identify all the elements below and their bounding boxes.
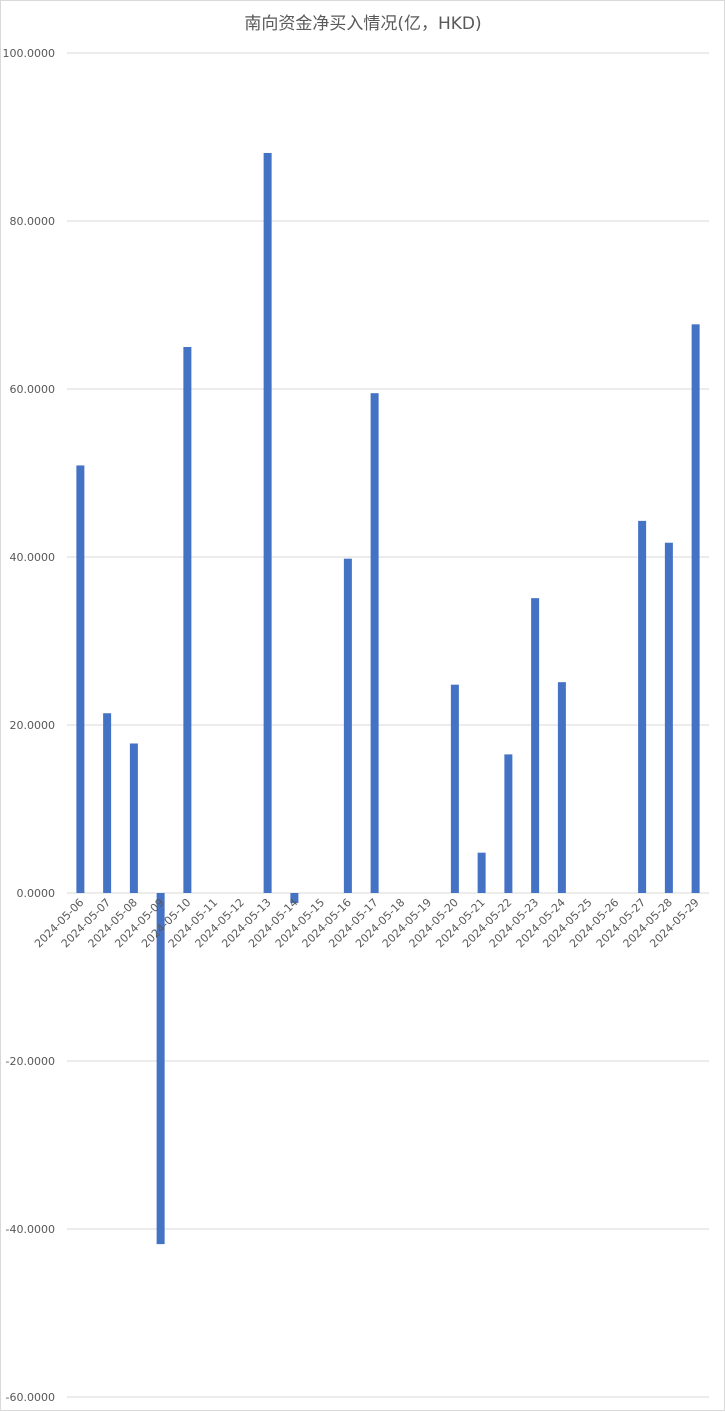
y-tick-label: -40.0000 xyxy=(6,1223,55,1236)
y-tick-label: 40.0000 xyxy=(10,551,56,564)
bar-2024-05-22 xyxy=(504,754,513,893)
y-tick-label: 0.0000 xyxy=(17,887,56,900)
bars xyxy=(76,152,700,1245)
y-axis-tick-labels: 100.0000 80.0000 60.0000 40.0000 20.0000 0.00… xyxy=(3,47,56,1404)
bar-2024-05-16 xyxy=(343,558,352,893)
bar-2024-05-17 xyxy=(370,393,379,893)
chart-title: 南向资金净买入情况(亿，HKD) xyxy=(244,14,481,34)
bar-2024-05-07 xyxy=(103,713,112,893)
bar-2024-05-08 xyxy=(129,743,138,893)
bar-2024-05-09 xyxy=(156,893,165,1245)
y-tick-label: -60.0000 xyxy=(6,1391,55,1404)
y-tick-label: 100.0000 xyxy=(3,47,56,60)
y-tick-label: 80.0000 xyxy=(10,215,56,228)
y-tick-label: -20.0000 xyxy=(6,1055,55,1068)
y-tick-label: 20.0000 xyxy=(10,719,56,732)
bar-2024-05-10 xyxy=(183,347,192,893)
bar-2024-05-14 xyxy=(290,893,299,904)
bar-2024-05-20 xyxy=(450,684,459,893)
bar-2024-05-23 xyxy=(531,598,540,893)
bar-2024-05-27 xyxy=(638,520,647,893)
bar-2024-05-28 xyxy=(664,542,673,893)
bar-2024-05-29 xyxy=(691,324,700,893)
bar-2024-05-24 xyxy=(557,682,566,893)
y-tick-label: 60.0000 xyxy=(10,383,56,396)
x-axis-tick-labels: 2024-05-062024-05-072024-05-082024-05-09… xyxy=(32,896,702,950)
bar-2024-05-13 xyxy=(263,152,272,893)
bar-2024-05-21 xyxy=(477,852,486,893)
gridlines xyxy=(67,52,709,1398)
bar-2024-05-06 xyxy=(76,465,85,893)
